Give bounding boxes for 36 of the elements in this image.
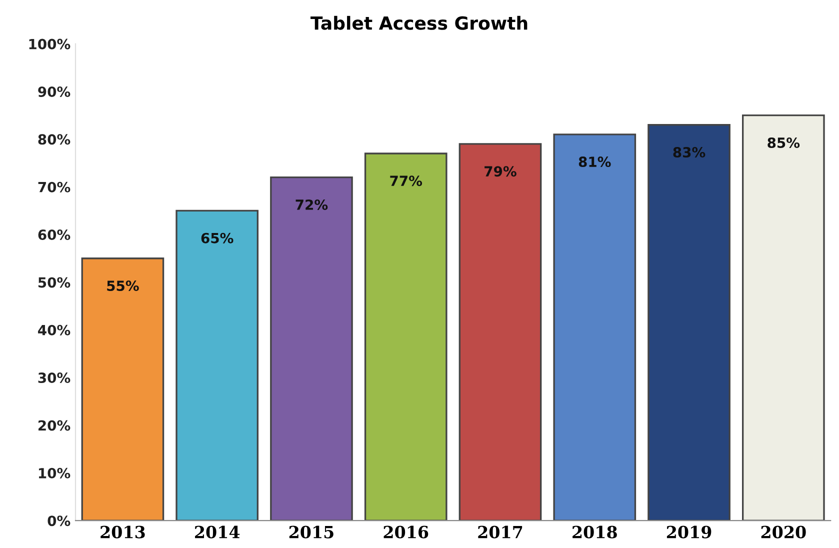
data-label: 65% [201, 232, 234, 244]
x-tick-label: 2017 [478, 526, 522, 538]
y-tick-label: 60% [38, 230, 70, 240]
bar [742, 114, 825, 521]
bar [553, 134, 636, 521]
bar [176, 210, 259, 521]
bar [648, 124, 730, 521]
x-tick-label: 2015 [289, 526, 334, 538]
y-tick-label: 80% [38, 134, 70, 145]
x-tick-label: 2014 [195, 526, 240, 538]
data-label: 77% [390, 176, 422, 186]
y-tick-label: 40% [38, 324, 70, 336]
chart-title: Tablet Access Growth [310, 16, 528, 30]
data-label: 79% [484, 166, 516, 177]
data-label: 81% [578, 156, 611, 168]
y-tick-label: 100% [29, 38, 70, 50]
x-tick-label: 2018 [572, 526, 617, 538]
data-label: 83% [673, 147, 706, 158]
y-tick-label: 30% [38, 372, 70, 384]
y-tick-label: 90% [38, 86, 70, 97]
y-tick-label: 10% [38, 468, 70, 478]
y-tick-label: 50% [38, 277, 70, 288]
bar [458, 143, 542, 521]
bar [81, 258, 164, 521]
x-tick-label: 2019 [666, 526, 712, 538]
x-tick-label: 2016 [384, 526, 428, 538]
y-tick-label: 20% [38, 420, 70, 431]
x-tick-label: 2020 [761, 526, 806, 538]
bar [364, 152, 448, 521]
bar [270, 176, 353, 521]
data-label: 72% [296, 199, 328, 210]
data-label: 85% [768, 137, 800, 148]
y-tick-label: 0% [48, 516, 70, 526]
data-label: 55% [107, 280, 139, 292]
x-tick-label: 2013 [100, 526, 145, 538]
y-tick-label: 70% [38, 182, 70, 192]
